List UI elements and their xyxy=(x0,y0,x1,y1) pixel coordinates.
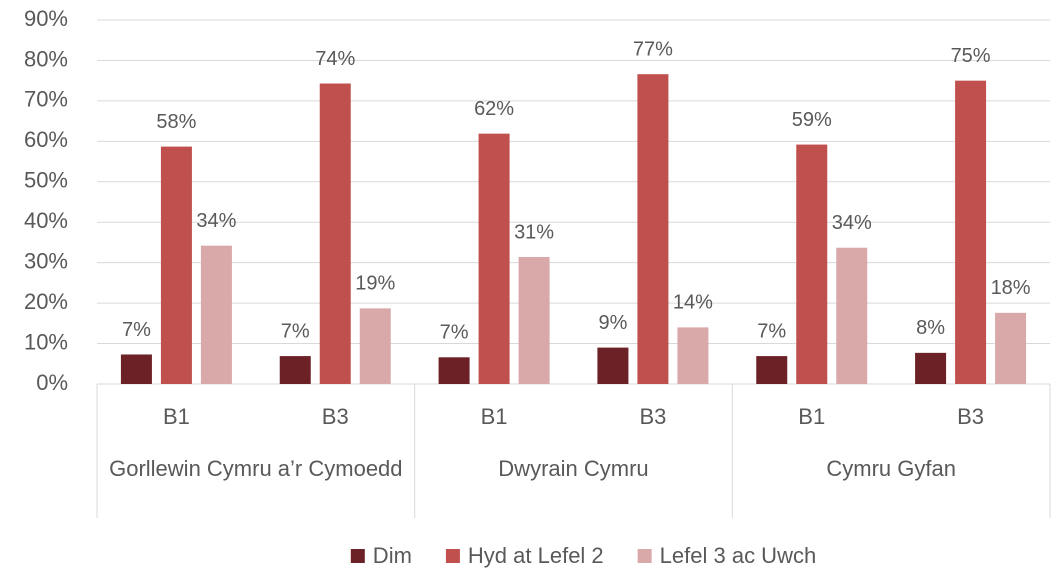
bar xyxy=(915,352,947,384)
legend-item: Hyd at Lefel 2 xyxy=(445,543,604,568)
bar xyxy=(796,144,828,384)
value-label: 77% xyxy=(633,38,673,60)
legend-label: Lefel 3 ac Uwch xyxy=(660,543,817,568)
bar xyxy=(756,356,788,384)
x-tick-label: B3 xyxy=(322,404,349,429)
value-label: 31% xyxy=(514,221,554,243)
legend-swatch xyxy=(445,549,460,563)
group-label-box: Cymru Gyfan xyxy=(826,456,956,481)
value-label: 8% xyxy=(916,317,945,339)
bar xyxy=(319,83,351,385)
value-label: 75% xyxy=(951,45,991,67)
bar xyxy=(200,245,232,384)
value-label: 7% xyxy=(122,319,151,341)
y-tick-label: 90% xyxy=(24,6,68,31)
bar xyxy=(279,356,311,384)
value-label: 18% xyxy=(991,277,1031,299)
value-label: 14% xyxy=(673,292,713,314)
group-label: Gorllewin Cymru a’r Cymoedd xyxy=(109,456,403,481)
bar xyxy=(478,133,510,384)
bar xyxy=(836,247,868,384)
x-tick-label: B3 xyxy=(639,404,666,429)
value-label: 59% xyxy=(792,109,832,131)
legend-item: Lefel 3 ac Uwch xyxy=(637,543,817,568)
y-tick-label: 40% xyxy=(24,208,68,233)
value-label: 7% xyxy=(757,320,786,342)
bar xyxy=(120,354,152,384)
group-label-box: Gorllewin Cymru a’r Cymoedd xyxy=(109,456,403,481)
value-label: 9% xyxy=(598,312,627,334)
group-label-box: Dwyrain Cymru xyxy=(498,456,649,481)
y-tick-label: 60% xyxy=(24,127,68,152)
y-tick-label: 20% xyxy=(24,289,68,314)
bar xyxy=(637,74,669,384)
legend-label: Hyd at Lefel 2 xyxy=(468,543,604,568)
legend-item: Dim xyxy=(350,543,412,568)
bar xyxy=(518,257,550,384)
value-label: 34% xyxy=(832,212,872,234)
y-tick-label: 50% xyxy=(24,168,68,193)
value-label: 58% xyxy=(156,111,196,133)
y-tick-label: 70% xyxy=(24,87,68,112)
bar xyxy=(359,308,391,384)
value-label: 34% xyxy=(196,210,236,232)
y-tick-label: 0% xyxy=(36,370,68,395)
value-label: 7% xyxy=(281,320,310,342)
bar xyxy=(677,327,709,384)
bar xyxy=(160,146,192,384)
y-tick-label: 30% xyxy=(24,248,68,273)
group-label: Dwyrain Cymru xyxy=(498,456,649,481)
x-tick-label: B1 xyxy=(163,404,190,429)
group-label: Cymru Gyfan xyxy=(826,456,956,481)
value-label: 7% xyxy=(440,322,469,344)
legend-swatch xyxy=(637,549,652,563)
y-tick-label: 10% xyxy=(24,329,68,354)
legend-swatch xyxy=(350,549,365,563)
x-tick-label: B1 xyxy=(481,404,508,429)
x-tick-label: B3 xyxy=(957,404,984,429)
value-label: 19% xyxy=(355,273,395,295)
bar xyxy=(597,347,629,384)
bar xyxy=(438,357,470,384)
legend-label: Dim xyxy=(373,543,412,568)
y-tick-label: 80% xyxy=(24,46,68,71)
x-tick-label: B1 xyxy=(798,404,825,429)
value-label: 62% xyxy=(474,98,514,120)
bar xyxy=(955,80,987,385)
value-label: 74% xyxy=(315,48,355,70)
bar xyxy=(995,312,1027,384)
